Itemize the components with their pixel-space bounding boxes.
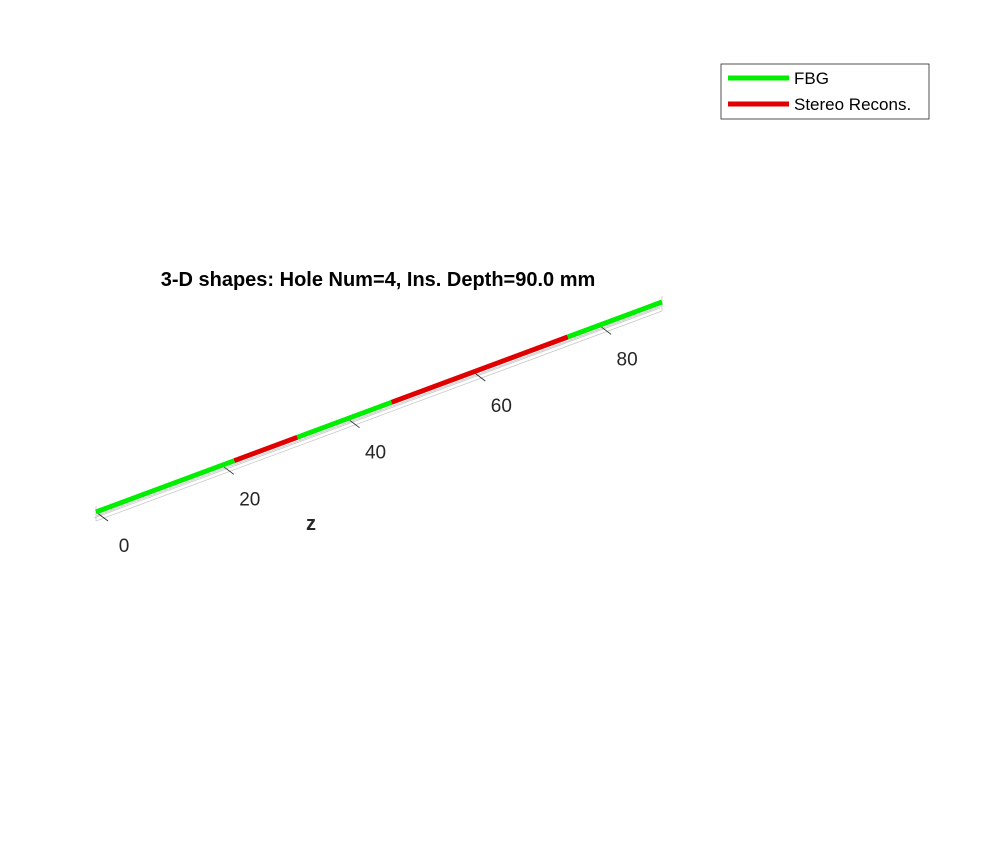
legend-label-fbg: FBG — [794, 69, 829, 88]
legend-box — [720, 63, 930, 120]
axes-box-edge — [93, 307, 661, 519]
z-tick-label: 20 — [239, 489, 260, 510]
legend-label-stereo: Stereo Recons. — [794, 95, 911, 114]
series-segment — [95, 458, 236, 515]
series-segment — [390, 334, 569, 405]
series-segment — [296, 399, 393, 440]
z-tick-label: 60 — [491, 396, 512, 417]
z-tick-label: 40 — [365, 443, 386, 464]
axes-box-edge — [95, 310, 663, 522]
z-axis-label: z — [306, 513, 316, 535]
series-stereo-recons- — [233, 334, 569, 464]
series-fbg — [95, 299, 663, 515]
series-layer — [95, 299, 663, 515]
chart-title: 3-D shapes: Hole Num=4, Ins. Depth=90.0 … — [161, 269, 596, 291]
z-tick-label: 80 — [617, 349, 638, 370]
axes-box-edge — [95, 305, 663, 517]
z-tick-label: 0 — [119, 536, 130, 557]
z-axis-ticks: 0 20 40 60 80 — [95, 325, 638, 557]
legend[interactable]: FBG Stereo Recons. — [720, 63, 930, 120]
series-segment — [566, 299, 663, 340]
series-segment — [233, 434, 299, 464]
